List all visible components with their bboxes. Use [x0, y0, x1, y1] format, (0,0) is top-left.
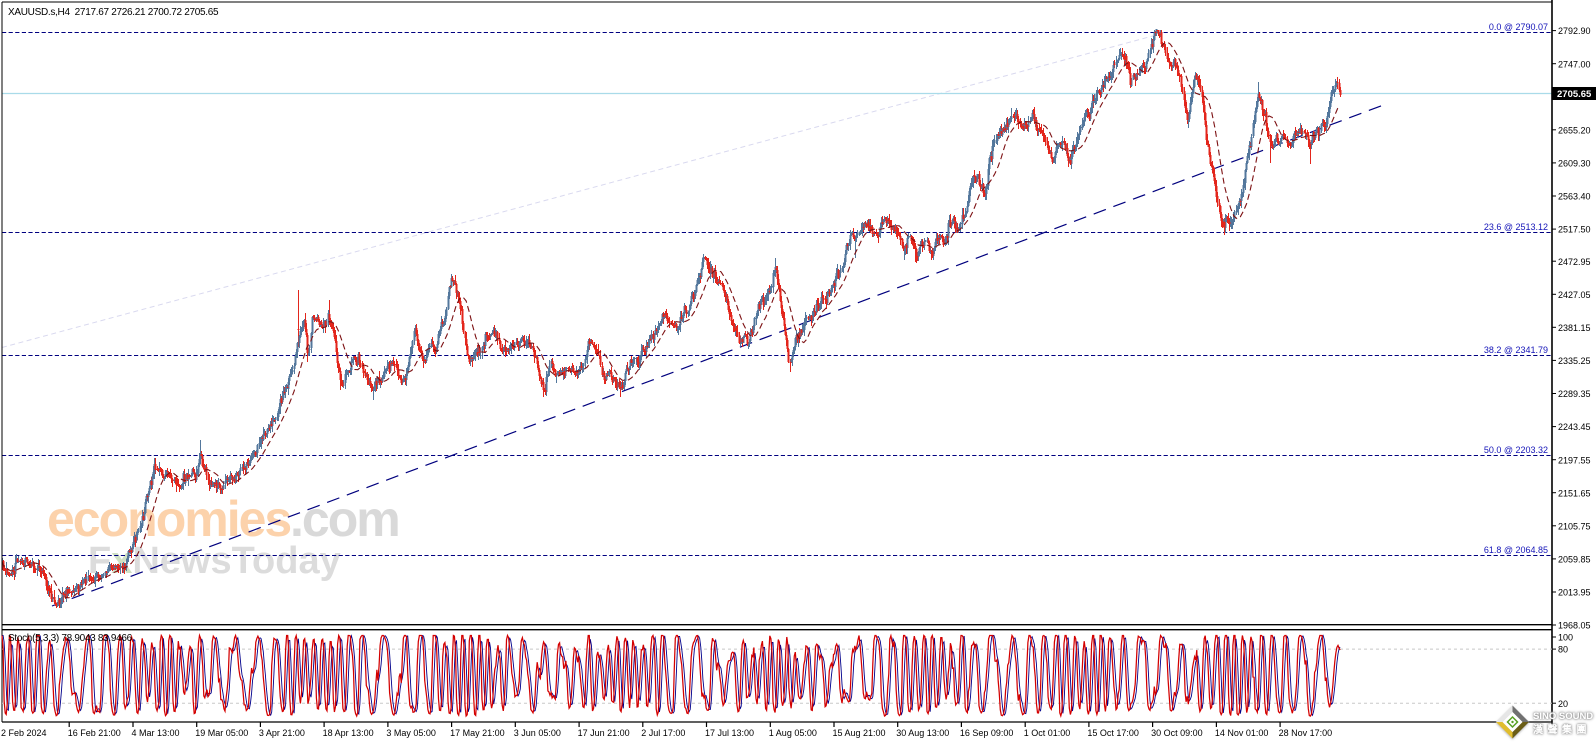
svg-text:16 Sep 09:00: 16 Sep 09:00: [960, 728, 1014, 738]
svg-text:2 Feb 2024: 2 Feb 2024: [1, 728, 47, 738]
svg-text:2105.75: 2105.75: [1558, 521, 1591, 531]
svg-text:18 Apr 13:00: 18 Apr 13:00: [323, 728, 374, 738]
svg-text:2472.95: 2472.95: [1558, 257, 1591, 267]
svg-text:1 Oct 01:00: 1 Oct 01:00: [1024, 728, 1071, 738]
svg-text:61.8 @ 2064.85: 61.8 @ 2064.85: [1484, 545, 1548, 555]
svg-text:2609.30: 2609.30: [1558, 159, 1591, 169]
svg-text:17 May 21:00: 17 May 21:00: [450, 728, 505, 738]
svg-text:FxNewsToday: FxNewsToday: [88, 540, 341, 582]
svg-text:0.0 @ 2790.07: 0.0 @ 2790.07: [1489, 22, 1548, 32]
svg-text:2705.65: 2705.65: [1557, 89, 1592, 100]
svg-text:3 Jun 05:00: 3 Jun 05:00: [514, 728, 561, 738]
svg-text:漢聲集團: 漢聲集團: [1533, 723, 1591, 736]
svg-text:2151.65: 2151.65: [1558, 488, 1591, 498]
svg-text:80: 80: [1558, 645, 1568, 655]
svg-text:28 Nov 17:00: 28 Nov 17:00: [1279, 728, 1333, 738]
svg-text:2197.55: 2197.55: [1558, 455, 1591, 465]
svg-text:2792.90: 2792.90: [1558, 26, 1591, 36]
svg-text:2013.95: 2013.95: [1558, 588, 1591, 598]
svg-text:4 Mar 13:00: 4 Mar 13:00: [132, 728, 180, 738]
svg-text:1 Aug 05:00: 1 Aug 05:00: [769, 728, 817, 738]
svg-text:2747.00: 2747.00: [1558, 59, 1591, 69]
svg-text:3 Apr 21:00: 3 Apr 21:00: [259, 728, 305, 738]
svg-text:2 Jul 17:00: 2 Jul 17:00: [641, 728, 685, 738]
svg-text:economies: economies: [47, 491, 290, 547]
svg-text:Stoch(5,3,3) 78.9043 83.9466: Stoch(5,3,3) 78.9043 83.9466: [8, 633, 133, 644]
svg-text:1968.05: 1968.05: [1558, 621, 1591, 631]
svg-text:30 Aug 13:00: 30 Aug 13:00: [896, 728, 949, 738]
svg-text:2517.50: 2517.50: [1558, 225, 1591, 235]
svg-text:2059.85: 2059.85: [1558, 555, 1591, 565]
svg-text:14 Nov 01:00: 14 Nov 01:00: [1215, 728, 1269, 738]
svg-text:17 Jul 13:00: 17 Jul 13:00: [705, 728, 754, 738]
svg-text:20: 20: [1558, 699, 1568, 709]
svg-text:16 Feb 21:00: 16 Feb 21:00: [68, 728, 121, 738]
svg-text:100: 100: [1558, 633, 1573, 643]
svg-text:2655.20: 2655.20: [1558, 125, 1591, 135]
svg-text:15 Oct 17:00: 15 Oct 17:00: [1087, 728, 1139, 738]
svg-text:2335.25: 2335.25: [1558, 356, 1591, 366]
svg-text:50.0 @ 2203.32: 50.0 @ 2203.32: [1484, 445, 1548, 455]
svg-text:17 Jun 21:00: 17 Jun 21:00: [578, 728, 630, 738]
svg-text:2563.40: 2563.40: [1558, 192, 1591, 202]
svg-text:15 Aug 21:00: 15 Aug 21:00: [833, 728, 886, 738]
svg-text:.com: .com: [290, 491, 399, 547]
svg-text:38.2 @ 2341.79: 38.2 @ 2341.79: [1484, 345, 1548, 355]
svg-text:23.6 @ 2513.12: 23.6 @ 2513.12: [1484, 222, 1548, 232]
svg-text:2427.05: 2427.05: [1558, 290, 1591, 300]
svg-text:2243.45: 2243.45: [1558, 422, 1591, 432]
svg-text:SINO SOUND: SINO SOUND: [1533, 711, 1593, 722]
svg-text:2381.15: 2381.15: [1558, 323, 1591, 333]
svg-text:2289.35: 2289.35: [1558, 389, 1591, 399]
svg-text:XAUUSD.s,H4 2717.67 2726.21 2: XAUUSD.s,H4 2717.67 2726.21 2700.72 2705…: [8, 7, 219, 18]
svg-text:3 May 05:00: 3 May 05:00: [386, 728, 436, 738]
svg-text:19 Mar 05:00: 19 Mar 05:00: [195, 728, 248, 738]
svg-text:30 Oct 09:00: 30 Oct 09:00: [1151, 728, 1203, 738]
